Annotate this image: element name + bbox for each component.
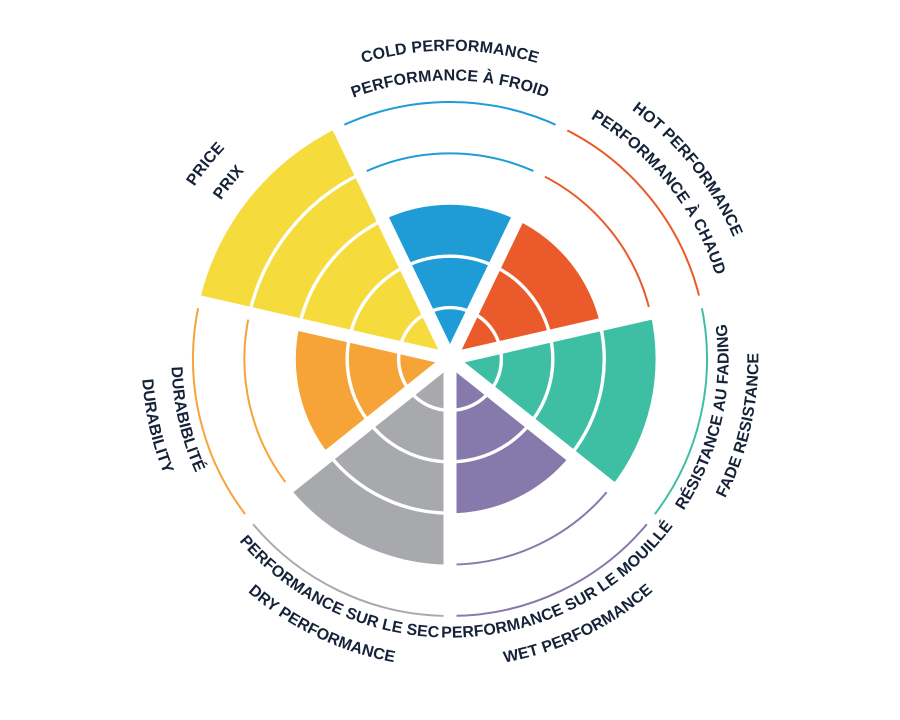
svg-text:PERFORMANCE À FROID: PERFORMANCE À FROID bbox=[349, 67, 551, 101]
svg-text:PRIX: PRIX bbox=[210, 162, 247, 203]
svg-text:PERFORMANCE SUR LE MOUILLÉ: PERFORMANCE SUR LE MOUILLÉ bbox=[441, 516, 676, 641]
svg-text:DURABIBLITÉ: DURABIBLITÉ bbox=[167, 366, 209, 475]
svg-text:COLD PERFORMANCE: COLD PERFORMANCE bbox=[359, 38, 541, 67]
